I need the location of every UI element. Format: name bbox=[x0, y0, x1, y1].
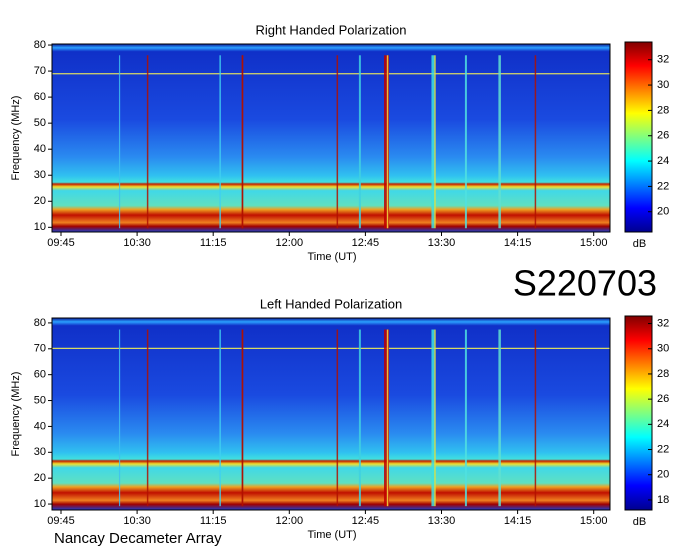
burst bbox=[464, 55, 467, 229]
x-tick-label: 11:15 bbox=[200, 515, 227, 527]
x-tick-label: 11:15 bbox=[200, 237, 227, 249]
colorbar bbox=[624, 41, 653, 233]
footer: Nancay Decameter Array bbox=[54, 530, 222, 547]
x-tick-label: 10:30 bbox=[123, 237, 151, 249]
chart-title: Right Handed Polarization bbox=[255, 22, 406, 37]
y-tick-label: 50 bbox=[34, 117, 46, 129]
burst bbox=[118, 55, 121, 229]
y-tick-label: 30 bbox=[34, 446, 46, 458]
spectrogram bbox=[52, 44, 610, 232]
burst bbox=[498, 329, 501, 507]
y-tick-label: 70 bbox=[34, 343, 46, 355]
colorbar-tick-label: 24 bbox=[657, 418, 669, 430]
burst bbox=[431, 55, 435, 229]
x-tick-label: 15:00 bbox=[580, 515, 608, 527]
burst bbox=[434, 329, 436, 507]
colorbar-label: dB bbox=[633, 238, 646, 250]
x-tick-label: 12:00 bbox=[276, 515, 304, 527]
y-tick-label: 80 bbox=[34, 317, 46, 329]
chart-title: Left Handed Polarization bbox=[260, 296, 402, 311]
burst bbox=[219, 55, 221, 229]
x-tick-label: 10:30 bbox=[123, 515, 151, 527]
burst bbox=[534, 55, 537, 229]
y-tick-label: 30 bbox=[34, 169, 46, 181]
burst bbox=[358, 329, 361, 507]
burst bbox=[534, 329, 537, 507]
burst bbox=[336, 329, 339, 507]
burst bbox=[146, 55, 149, 229]
colorbar-tick-label: 20 bbox=[657, 206, 669, 218]
colorbar-tick-label: 32 bbox=[657, 54, 669, 66]
y-tick-label: 60 bbox=[34, 91, 46, 103]
colorbar-tick-label: 26 bbox=[657, 393, 669, 405]
colorbar-tick-label: 24 bbox=[657, 155, 669, 167]
y-tick-label: 40 bbox=[34, 420, 46, 432]
burst bbox=[431, 329, 435, 507]
x-tick-label: 12:45 bbox=[352, 237, 380, 249]
y-tick-label: 50 bbox=[34, 394, 46, 406]
burst bbox=[386, 55, 389, 229]
burst bbox=[118, 329, 121, 507]
rfi-line bbox=[52, 73, 610, 75]
y-tick-label: 70 bbox=[34, 65, 46, 77]
y-tick-label: 80 bbox=[34, 39, 46, 51]
x-axis-label: Time (UT) bbox=[307, 529, 356, 541]
x-tick-label: 09:45 bbox=[47, 515, 75, 527]
colorbar-tick-label: 30 bbox=[657, 79, 669, 91]
y-tick-label: 60 bbox=[34, 369, 46, 381]
burst bbox=[241, 55, 244, 229]
x-tick-label: 09:45 bbox=[47, 237, 75, 249]
colorbar-tick-label: 30 bbox=[657, 343, 669, 355]
x-tick-label: 13:30 bbox=[428, 515, 456, 527]
x-tick-label: 14:15 bbox=[504, 515, 532, 527]
y-tick-label: 20 bbox=[34, 195, 46, 207]
burst bbox=[498, 55, 501, 229]
spectrogram bbox=[52, 318, 610, 510]
colorbar-tick-label: 26 bbox=[657, 130, 669, 142]
colorbar-tick-label: 20 bbox=[657, 469, 669, 481]
x-tick-label: 13:30 bbox=[428, 237, 456, 249]
burst bbox=[434, 55, 436, 229]
colorbar-tick-label: 22 bbox=[657, 443, 669, 455]
colorbar-label: dB bbox=[633, 516, 646, 528]
y-tick-label: 20 bbox=[34, 472, 46, 484]
colorbar bbox=[624, 315, 653, 511]
y-tick-label: 10 bbox=[34, 498, 46, 510]
y-tick-label: 40 bbox=[34, 143, 46, 155]
burst bbox=[336, 55, 339, 229]
colorbar-tick-label: 28 bbox=[657, 368, 669, 380]
burst bbox=[386, 329, 389, 507]
plot-frame bbox=[51, 43, 611, 233]
x-tick-label: 14:15 bbox=[504, 237, 532, 249]
colorbar-tick-label: 22 bbox=[657, 180, 669, 192]
y-tick-label: 10 bbox=[34, 221, 46, 233]
burst bbox=[241, 329, 244, 507]
colorbar-tick-label: 28 bbox=[657, 104, 669, 116]
burst bbox=[146, 329, 149, 507]
y-axis-label: Frequency (MHz) bbox=[10, 372, 22, 457]
plot-frame bbox=[51, 317, 611, 511]
colorbar-tick-label: 18 bbox=[657, 494, 669, 506]
burst bbox=[358, 55, 361, 229]
x-tick-label: 12:45 bbox=[352, 515, 380, 527]
station-id: S220703 bbox=[513, 263, 657, 304]
x-tick-label: 12:00 bbox=[276, 237, 304, 249]
burst bbox=[219, 329, 221, 507]
colorbar-tick-label: 32 bbox=[657, 317, 669, 329]
burst bbox=[464, 329, 467, 507]
burst bbox=[384, 329, 390, 507]
x-tick-label: 15:00 bbox=[580, 237, 608, 249]
y-axis-label: Frequency (MHz) bbox=[10, 96, 22, 181]
x-axis-label: Time (UT) bbox=[307, 251, 356, 263]
rfi-line bbox=[52, 347, 610, 349]
burst bbox=[384, 55, 390, 229]
